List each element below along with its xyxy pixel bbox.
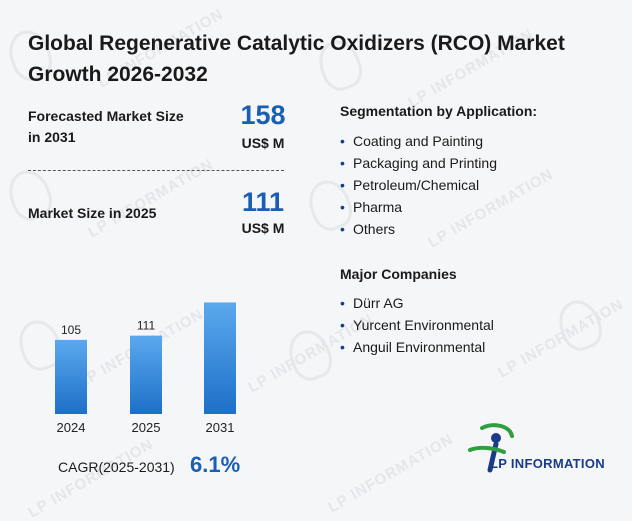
segment-label: Packaging and Printing: [353, 155, 497, 171]
current-value: 111: [241, 187, 285, 217]
bar-value-label: 105: [61, 323, 81, 337]
segmentation-list: • Coating and Painting • Packaging and Pri…: [340, 130, 497, 240]
segment-label: Petroleum/Chemical: [353, 177, 480, 193]
bullet-icon: •: [340, 133, 345, 149]
forecast-label: Forecasted Market Size in 2031: [28, 108, 184, 145]
x-tick-label: 2024: [57, 420, 86, 435]
watermark-text: LP INFORMATION: [325, 430, 457, 517]
bullet-icon: •: [340, 199, 345, 215]
current-unit: US$ M: [241, 220, 285, 236]
bullet-icon: •: [340, 317, 345, 333]
segmentation-title: Segmentation by Application:: [340, 103, 538, 119]
watermark-text: LP INFORMATION: [25, 435, 157, 521]
bar-value-label: 111: [137, 319, 156, 333]
list-item: • Coating and Painting: [340, 130, 497, 152]
divider: [28, 170, 284, 171]
company-label: Yurcent Environmental: [353, 317, 494, 333]
bar-2025: [130, 335, 162, 414]
forecast-unit: US$ M: [241, 135, 285, 151]
bullet-icon: •: [340, 295, 345, 311]
cagr-label: CAGR(2025-2031): [58, 459, 175, 475]
bar-2024: [55, 339, 87, 414]
watermark-text: LP INFORMATION: [85, 155, 217, 242]
bullet-icon: •: [340, 155, 345, 171]
list-item: • Pharma: [340, 196, 497, 218]
list-item: • Dürr AG: [340, 292, 494, 314]
current-label: Market Size in 2025: [28, 205, 157, 221]
list-item: • Others: [340, 218, 497, 240]
lp-logo-icon: [468, 423, 514, 473]
companies-title: Major Companies: [340, 266, 457, 282]
cagr-value: 6.1%: [190, 452, 241, 477]
company-label: Dürr AG: [353, 295, 404, 311]
segment-label: Coating and Painting: [353, 133, 483, 149]
list-item: • Petroleum/Chemical: [340, 174, 497, 196]
bullet-icon: •: [340, 177, 345, 193]
list-item: • Yurcent Environmental: [340, 314, 494, 336]
company-label: Anguil Environmental: [353, 339, 486, 355]
page-title: Global Regenerative Catalytic Oxidizers …: [28, 32, 565, 86]
bar-chart: 105202411120251582031: [55, 302, 236, 435]
watermark-text: LP INFORMATION: [495, 295, 627, 382]
segment-label: Others: [353, 221, 396, 237]
list-item: • Packaging and Printing: [340, 152, 497, 174]
bullet-icon: •: [340, 221, 345, 237]
segment-label: Pharma: [353, 199, 403, 215]
bullet-icon: •: [340, 339, 345, 355]
companies-list: • Dürr AG • Yurcent Environmental • Anguil …: [340, 292, 494, 358]
x-tick-label: 2031: [206, 420, 235, 435]
list-item: • Anguil Environmental: [340, 336, 494, 358]
forecast-value: 158: [240, 100, 286, 130]
bar-2031: [204, 302, 236, 414]
x-tick-label: 2025: [132, 420, 161, 435]
logo-text: LP INFORMATION: [490, 456, 605, 471]
